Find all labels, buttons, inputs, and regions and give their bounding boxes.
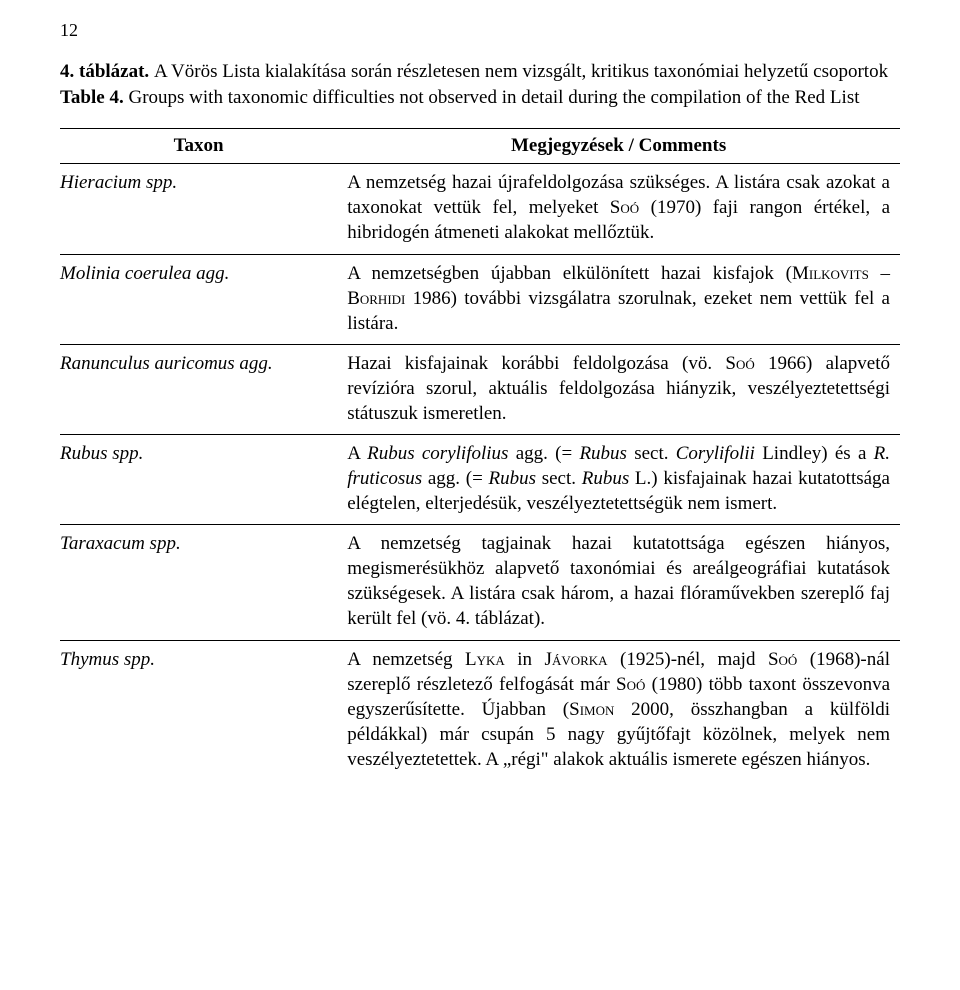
cell-comment: A nemzetségben újabban elkülönített haza… xyxy=(337,254,900,344)
col-header-comments: Megjegyzések / Comments xyxy=(337,129,900,164)
col-header-taxon: Taxon xyxy=(60,129,337,164)
table-row: Thymus spp. A nemzetség Lyka in Jávorka … xyxy=(60,640,900,780)
cell-comment: A Rubus corylifolius agg. (= Rubus sect.… xyxy=(337,434,900,524)
table-header-row: Taxon Megjegyzések / Comments xyxy=(60,129,900,164)
caption-hungarian: 4. táblázat. A Vörös Lista kialakítása s… xyxy=(60,59,900,85)
caption-text-hu: A Vörös Lista kialakítása során részlete… xyxy=(154,61,888,82)
cell-comment: Hazai kisfajainak korábbi feldolgozása (… xyxy=(337,344,900,434)
page-number: 12 xyxy=(60,20,900,41)
caption-text-en: Groups with taxonomic difficulties not o… xyxy=(128,87,859,108)
document-page: 12 4. táblázat. A Vörös Lista kialakítás… xyxy=(0,0,960,990)
cell-taxon: Taraxacum spp. xyxy=(60,525,337,640)
table-body: Hieracium spp. A nemzetség hazai újrafel… xyxy=(60,164,900,780)
caption-label-en: Table 4. xyxy=(60,87,124,108)
caption-english: Table 4. Groups with taxonomic difficult… xyxy=(60,85,900,111)
cell-taxon: Hieracium spp. xyxy=(60,164,337,254)
table-row: Molinia coerulea agg. A nemzetségben úja… xyxy=(60,254,900,344)
cell-taxon: Molinia coerulea agg. xyxy=(60,254,337,344)
caption-label-hu: 4. táblázat. xyxy=(60,61,149,82)
table-caption: 4. táblázat. A Vörös Lista kialakítása s… xyxy=(60,59,900,110)
table-row: Ranunculus auricomus agg. Hazai kisfajai… xyxy=(60,344,900,434)
cell-taxon: Ranunculus auricomus agg. xyxy=(60,344,337,434)
cell-taxon: Rubus spp. xyxy=(60,434,337,524)
cell-comment: A nemzetség tagjainak hazai kutatottsága… xyxy=(337,525,900,640)
cell-taxon: Thymus spp. xyxy=(60,640,337,780)
table-row: Rubus spp. A Rubus corylifolius agg. (= … xyxy=(60,434,900,524)
table-row: Hieracium spp. A nemzetség hazai újrafel… xyxy=(60,164,900,254)
taxon-table: Taxon Megjegyzések / Comments Hieracium … xyxy=(60,128,900,780)
cell-comment: A nemzetség Lyka in Jávorka (1925)-nél, … xyxy=(337,640,900,780)
cell-comment: A nemzetség hazai újrafeldolgozása szüks… xyxy=(337,164,900,254)
table-row: Taraxacum spp. A nemzetség tagjainak haz… xyxy=(60,525,900,640)
